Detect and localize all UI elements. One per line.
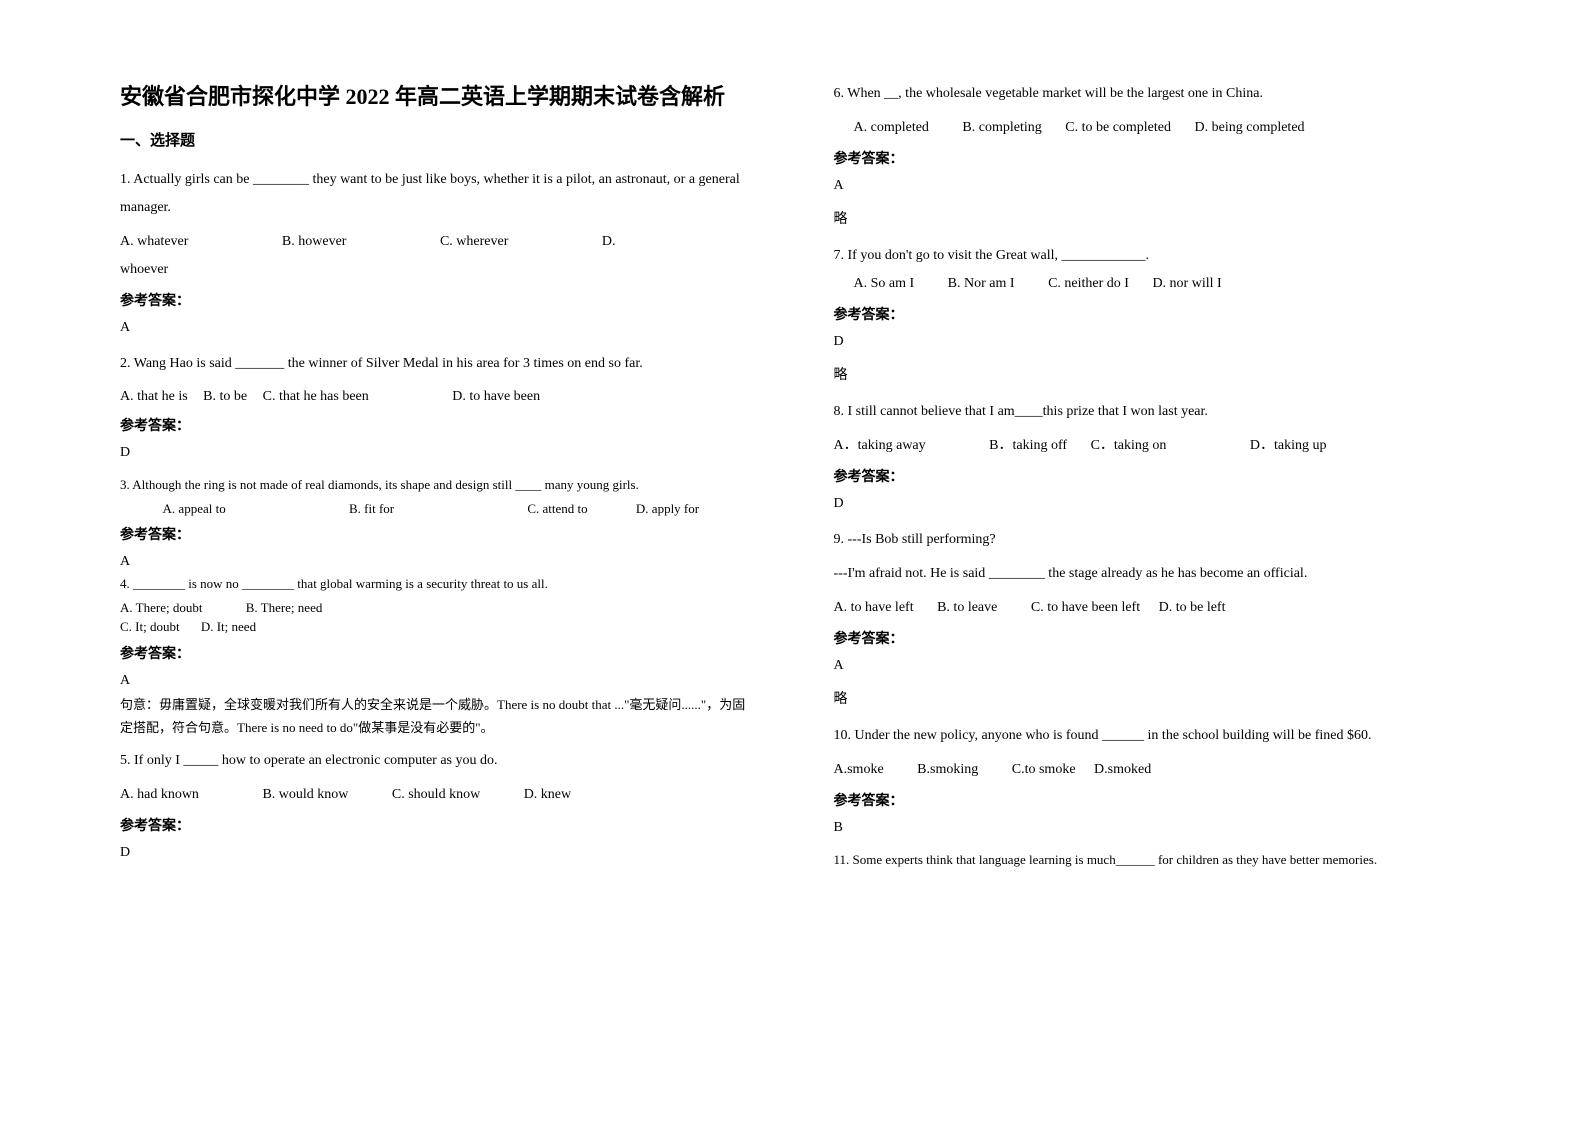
q1-optA: A. whatever: [120, 234, 188, 249]
q4-explanation: 句意：毋庸置疑，全球变暖对我们所有人的安全来说是一个威胁。There is no…: [120, 693, 754, 740]
q1-answer-label: 参考答案：: [120, 290, 754, 310]
q7-optC: C. neither do I: [1048, 276, 1129, 291]
q9-answer-label: 参考答案：: [834, 628, 1468, 648]
q9-optD: D. to be left: [1159, 600, 1226, 615]
q3-optD: D. apply for: [636, 501, 699, 516]
q2-options: A. that he is B. to be C. that he has be…: [120, 384, 754, 409]
q3-optC: C. attend to: [527, 501, 587, 516]
q4-optD: D. It; need: [201, 619, 256, 634]
q10-answer: B: [834, 820, 1468, 836]
q7-optA: A. So am I: [854, 276, 915, 291]
q1-optD: D. whoever: [120, 234, 616, 277]
q5-text: 5. If only I _____ how to operate an ele…: [120, 747, 754, 775]
q9-options: A. to have left B. to leave C. to have b…: [834, 594, 1468, 622]
q9-answer: A: [834, 658, 1468, 674]
q3-optA: A. appeal to: [163, 501, 226, 516]
q1-options: A. whatever B. however C. wherever D. wh…: [120, 228, 754, 284]
q3-optB: B. fit for: [349, 501, 394, 516]
q9-optB: B. to leave: [937, 600, 997, 615]
q5-optB: B. would know: [262, 787, 348, 802]
q3-text: 3. Although the ring is not made of real…: [120, 475, 754, 495]
q4-options-row1: A. There; doubt B. There; need: [120, 598, 754, 618]
q8-optA: A．taking away: [834, 438, 926, 453]
q6-optD: D. being completed: [1195, 120, 1305, 135]
q7-omit: 略: [834, 364, 1468, 384]
q6-answer-label: 参考答案：: [834, 148, 1468, 168]
q7-optD: D. nor will I: [1152, 276, 1221, 291]
q2-text: 2. Wang Hao is said _______ the winner o…: [120, 350, 754, 378]
q10-optA: A.smoke: [834, 762, 884, 777]
q4-options-row2: C. It; doubt D. It; need: [120, 617, 754, 637]
q6-optB: B. completing: [962, 120, 1041, 135]
q2-optD: D. to have been: [452, 389, 540, 404]
q6-omit: 略: [834, 208, 1468, 228]
q3-options: A. appeal to B. fit for C. attend to D. …: [120, 499, 754, 519]
q4-answer-label: 参考答案：: [120, 643, 754, 663]
q5-answer: D: [120, 845, 754, 861]
q10-optB: B.smoking: [917, 762, 978, 777]
q5-optD: D. knew: [524, 787, 571, 802]
q3-answer-label: 参考答案：: [120, 524, 754, 544]
q6-optC: C. to be completed: [1065, 120, 1171, 135]
q8-optC: C．taking on: [1091, 438, 1167, 453]
q4-answer: A: [120, 673, 754, 689]
left-column: 安徽省合肥市探化中学 2022 年高二英语上学期期末试卷含解析 一、选择题 1.…: [100, 80, 794, 1072]
q10-optD: D.smoked: [1094, 762, 1151, 777]
q6-optA: A. completed: [854, 120, 929, 135]
q4-optA: A. There; doubt: [120, 600, 202, 615]
q3-answer: A: [120, 554, 754, 570]
q7-options: A. So am I B. Nor am I C. neither do I D…: [834, 270, 1468, 298]
q6-answer: A: [834, 178, 1468, 194]
q8-answer-label: 参考答案：: [834, 466, 1468, 486]
q9-optA: A. to have left: [834, 600, 914, 615]
q10-text: 10. Under the new policy, anyone who is …: [834, 722, 1468, 750]
q4-text: 4. ________ is now no ________ that glob…: [120, 574, 754, 594]
q6-text: 6. When __, the wholesale vegetable mark…: [834, 80, 1468, 108]
q10-optC: C.to smoke: [1012, 762, 1076, 777]
q2-optC: C. that he has been: [263, 389, 369, 404]
q8-optD: D．taking up: [1250, 438, 1327, 453]
q4-optB: B. There; need: [246, 600, 323, 615]
q8-text: 8. I still cannot believe that I am____t…: [834, 398, 1468, 426]
q2-answer-label: 参考答案：: [120, 415, 754, 435]
section-header: 一、选择题: [120, 129, 754, 150]
q2-optA: A. that he is: [120, 389, 188, 404]
q5-options: A. had known B. would know C. should kno…: [120, 781, 754, 809]
q7-answer: D: [834, 334, 1468, 350]
q6-options: A. completed B. completing C. to be comp…: [834, 114, 1468, 142]
q1-optB: B. however: [282, 234, 347, 249]
q1-answer: A: [120, 320, 754, 336]
q2-answer: D: [120, 445, 754, 461]
q5-optC: C. should know: [392, 787, 480, 802]
q1-optC: C. wherever: [440, 234, 508, 249]
q2-optB: B. to be: [203, 389, 247, 404]
document-title: 安徽省合肥市探化中学 2022 年高二英语上学期期末试卷含解析: [120, 80, 754, 113]
right-column: 6. When __, the wholesale vegetable mark…: [794, 80, 1488, 1072]
q9-optC: C. to have been left: [1031, 600, 1140, 615]
q9-text1: 9. ---Is Bob still performing?: [834, 526, 1468, 554]
q11-text: 11. Some experts think that language lea…: [834, 850, 1468, 870]
q8-optB: B．taking off: [989, 438, 1067, 453]
q4-optC: C. It; doubt: [120, 619, 180, 634]
q8-options: A．taking away B．taking off C．taking on D…: [834, 432, 1468, 460]
q7-text: 7. If you don't go to visit the Great wa…: [834, 242, 1468, 270]
q10-options: A.smoke B.smoking C.to smoke D.smoked: [834, 756, 1468, 784]
q8-answer: D: [834, 496, 1468, 512]
q9-omit: 略: [834, 688, 1468, 708]
q1-text: 1. Actually girls can be ________ they w…: [120, 166, 754, 222]
q9-text2: ---I'm afraid not. He is said ________ t…: [834, 560, 1468, 588]
q10-answer-label: 参考答案：: [834, 790, 1468, 810]
q7-optB: B. Nor am I: [948, 276, 1015, 291]
q7-answer-label: 参考答案：: [834, 304, 1468, 324]
q5-answer-label: 参考答案：: [120, 815, 754, 835]
q5-optA: A. had known: [120, 787, 199, 802]
